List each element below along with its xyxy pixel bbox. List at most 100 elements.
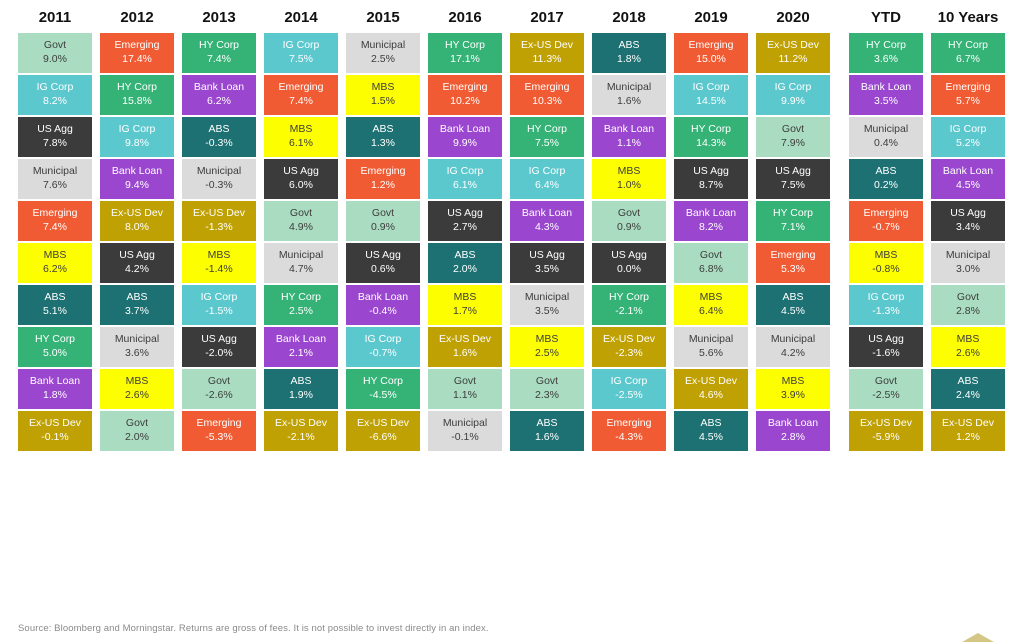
asset-class-label: IG Corp [364,333,402,346]
return-value: -0.7% [872,221,900,233]
asset-class-label: MBS [371,81,395,94]
return-cell: US Agg 7.8% [18,117,92,157]
return-value: 4.7% [289,263,313,275]
return-value: 5.3% [781,263,805,275]
return-value: 3.4% [956,221,980,233]
return-value: -1.3% [872,305,900,317]
return-cell: Emerging 15.0% [674,33,748,73]
asset-class-label: Bank Loan [275,333,327,346]
return-value: -2.5% [615,389,643,401]
return-value: 1.8% [43,389,67,401]
asset-class-label: Ex-US Dev [193,207,245,220]
year-column-10-years: 10 Years HY Corp 6.7% Emerging 5.7% IG Corp 5.… [931,6,1005,453]
return-cell: Govt 4.9% [264,201,338,241]
return-value: -5.9% [872,431,900,443]
return-value: -4.3% [615,431,643,443]
return-value: 2.5% [289,305,313,317]
asset-class-label: MBS [43,249,67,262]
return-value: 2.8% [781,431,805,443]
return-cell: HY Corp 7.5% [510,117,584,157]
asset-class-label: Bank Loan [860,81,912,94]
return-cell: Municipal 5.6% [674,327,748,367]
asset-class-label: US Agg [365,249,401,262]
asset-class-label: Ex-US Dev [685,375,737,388]
asset-class-label: MBS [289,123,313,136]
return-cell: Govt -2.5% [849,369,923,409]
asset-class-label: Govt [699,249,723,262]
asset-class-label: ABS [618,39,640,52]
return-cell: Emerging 17.4% [100,33,174,73]
asset-class-label: US Agg [950,207,986,220]
column-header: 2017 [530,9,564,26]
asset-class-label: Ex-US Dev [29,417,81,430]
return-cell: Emerging 7.4% [264,75,338,115]
return-value: 6.1% [289,137,313,149]
asset-class-label: HY Corp [526,123,568,136]
return-value: 3.5% [535,305,559,317]
asset-class-label: Bank Loan [29,375,81,388]
return-cell: Bank Loan 9.4% [100,159,174,199]
return-cell: ABS 1.8% [592,33,666,73]
year-column-2012: 2012 Emerging 17.4% HY Corp 15.8% IG Corp 9.8%… [100,6,174,453]
return-cell: Ex-US Dev 11.2% [756,33,830,73]
return-value: 2.8% [956,305,980,317]
return-cell: Bank Loan 1.1% [592,117,666,157]
asset-class-label: Emerging [524,81,570,94]
return-value: 1.1% [453,389,477,401]
return-value: 2.1% [289,347,313,359]
return-cell: Govt 6.8% [674,243,748,283]
return-value: 1.2% [371,179,395,191]
return-value: 2.4% [956,389,980,401]
asset-class-label: US Agg [447,207,483,220]
asset-class-label: MBS [874,249,898,262]
asset-class-label: ABS [454,249,476,262]
return-cell: Govt 2.8% [931,285,1005,325]
return-cell: Municipal 4.2% [756,327,830,367]
return-value: 7.4% [289,95,313,107]
return-value: -0.3% [205,179,233,191]
return-cell: Emerging 5.3% [756,243,830,283]
asset-class-label: IG Corp [446,165,484,178]
asset-class-label: Govt [453,375,477,388]
asset-class-label: Ex-US Dev [521,39,573,52]
asset-class-label: Ex-US Dev [603,333,655,346]
asset-class-label: HY Corp [690,123,732,136]
return-cell: ABS 2.4% [931,369,1005,409]
return-value: 6.7% [956,53,980,65]
asset-class-label: Emerging [863,207,909,220]
asset-class-label: Ex-US Dev [111,207,163,220]
return-value: 2.6% [125,389,149,401]
return-cell: Ex-US Dev -5.9% [849,411,923,451]
asset-class-label: Ex-US Dev [439,333,491,346]
column-header: 2011 [38,9,72,26]
return-value: 4.5% [699,431,723,443]
pyramid-logo-icon [962,633,994,642]
return-value: 9.4% [125,179,149,191]
asset-class-label: Emerging [196,417,242,430]
return-cell: US Agg -2.0% [182,327,256,367]
return-cell: US Agg 3.5% [510,243,584,283]
return-value: 7.4% [207,53,231,65]
asset-class-label: Municipal [770,333,816,346]
return-value: -2.5% [872,389,900,401]
asset-class-label: MBS [207,249,231,262]
return-value: 6.4% [699,305,723,317]
asset-class-label: US Agg [529,249,565,262]
return-cell: Govt 9.0% [18,33,92,73]
return-value: 5.7% [956,95,980,107]
pyramid-logo-shape [962,633,994,642]
return-cell: Municipal -0.3% [182,159,256,199]
return-cell: IG Corp 5.2% [931,117,1005,157]
asset-class-label: Bank Loan [521,207,573,220]
return-value: 6.1% [453,179,477,191]
return-value: 17.1% [450,53,480,65]
asset-class-label: MBS [699,291,723,304]
return-cell: IG Corp 9.8% [100,117,174,157]
return-value: -0.1% [451,431,479,443]
asset-class-label: Govt [874,375,898,388]
asset-class-label: ABS [957,375,979,388]
asset-class-label: US Agg [693,165,729,178]
asset-class-label: ABS [536,417,558,430]
year-column-2020: 2020 Ex-US Dev 11.2% IG Corp 9.9% Govt 7.9% US … [756,6,830,453]
return-value: 8.2% [43,95,67,107]
